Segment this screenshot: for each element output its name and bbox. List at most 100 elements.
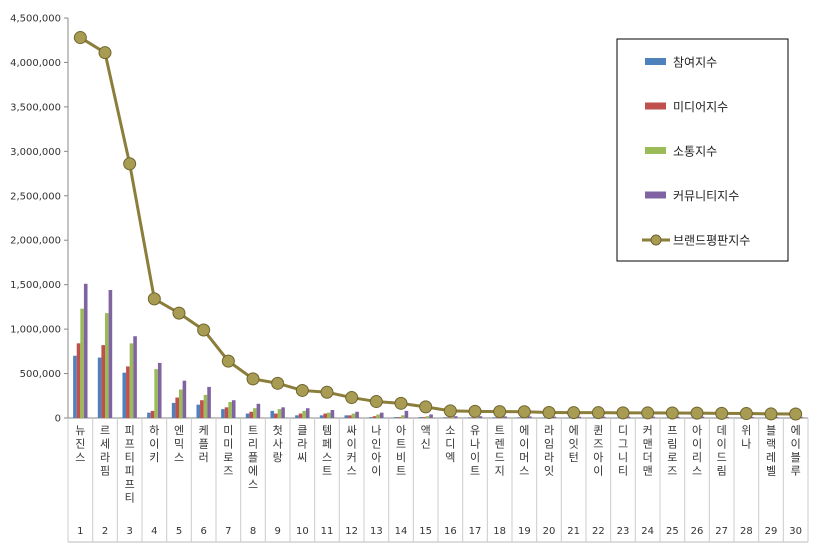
bar [725,416,729,418]
bar [323,413,327,418]
x-axis-labels: 뉴 진 스 1 르 세 라 핌 2 피 프 티 피 프 티 3 하 이 키 4 엔 믹 스 5 케 플 러 6 미 미 로 즈 7 트 리 플 에 스 8 첫… [75,423,802,537]
bar [348,415,352,418]
x-index-label: 29 [765,526,778,537]
bar [150,410,155,418]
bar [249,411,253,418]
bar [157,362,162,418]
x-index-label: 20 [543,526,556,537]
bar [76,343,81,418]
x-index-label: 4 [151,526,157,537]
line-point [369,395,383,409]
legend-label: 브랜드평판지수 [673,234,750,248]
bar [101,345,105,418]
bar [245,413,250,418]
bar [105,313,109,418]
bar [319,415,324,418]
y-tick-label: 1,500,000 [10,280,61,291]
bar [566,417,571,418]
x-index-label: 23 [617,526,630,537]
bar [591,417,595,418]
bar [429,414,433,418]
bar [527,416,532,418]
x-index-label: 26 [691,526,704,537]
bar [270,410,275,418]
x-index-label: 5 [176,526,182,537]
bar [369,417,373,418]
line-series-layer [73,31,803,421]
y-tick-label: 1,000,000 [10,325,61,336]
x-index-label: 14 [395,526,408,537]
line-point [394,396,408,410]
line-point [246,372,260,386]
bar [401,415,405,418]
bar [122,372,127,418]
bar [739,417,743,419]
bar [207,386,211,418]
x-index-label: 24 [641,526,654,537]
bar [298,413,303,418]
bar [665,417,669,418]
bar [763,417,768,419]
line-point [517,405,531,419]
bar [626,416,631,418]
x-index-label: 1 [77,526,83,537]
bar [256,403,261,418]
y-tick-label: 3,000,000 [10,147,61,158]
bar [425,416,430,418]
bar [147,412,151,418]
axes: 0 500,000 1,000,000 1,500,000 2,000,000 2,500… [10,14,809,543]
line-point [468,404,482,418]
bar [203,394,208,418]
line-point [271,376,285,390]
x-index-label: 16 [444,526,457,537]
bar [503,416,507,418]
bar [372,416,377,418]
bar [200,400,204,418]
bar [517,417,521,418]
bar [577,416,581,418]
legend-label: 참여지수 [673,56,717,70]
bar [651,416,655,418]
line-point [295,383,309,397]
bar [305,408,310,418]
bar [397,417,401,418]
bar [404,410,409,418]
bar [453,416,458,418]
bar [179,389,183,418]
bar [221,409,225,418]
legend-swatch [645,102,666,110]
x-index-label: 9 [274,526,280,537]
bar [541,417,546,418]
bar [376,414,380,418]
bar [108,290,113,418]
x-index-label: 2 [102,526,108,537]
bar [228,402,232,418]
bar [393,417,398,418]
bar [467,417,472,418]
y-tick-label: 4,000,000 [10,58,61,69]
line-point [542,405,556,419]
bar [552,416,557,418]
line-point [197,323,211,337]
bar [640,417,645,418]
